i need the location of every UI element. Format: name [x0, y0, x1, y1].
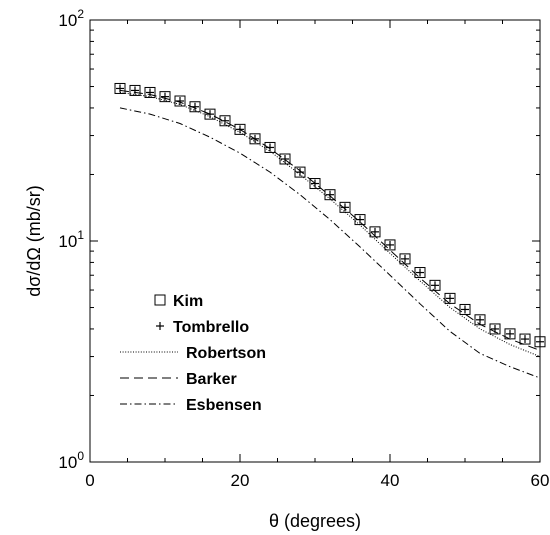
plot-frame — [89, 19, 541, 463]
kim-point — [444, 292, 456, 304]
legend-label-barker: Barker — [186, 371, 237, 388]
series-line-esbensen — [119, 107, 541, 379]
kim-point — [354, 214, 366, 226]
kim-point — [459, 303, 471, 315]
legend-label-tombrello: Tombrello — [173, 319, 249, 336]
kim-point — [174, 95, 186, 107]
kim-point — [159, 91, 171, 103]
kim-point — [504, 328, 516, 340]
kim-point — [369, 226, 381, 238]
x-axis-label: θ (degrees) — [269, 511, 361, 531]
y-tick-label: 100 — [58, 449, 84, 472]
kim-point — [129, 84, 141, 96]
y-tick-label-base: 10 — [58, 453, 77, 472]
kim-point — [399, 253, 411, 265]
x-tick-label: 40 — [381, 471, 400, 490]
kim-point — [144, 86, 156, 98]
legend-label-esbensen: Esbensen — [186, 397, 262, 414]
kim-point — [189, 101, 201, 113]
y-tick-label-exponent: 1 — [77, 228, 84, 242]
kim-point — [324, 189, 336, 201]
kim-point — [279, 153, 291, 165]
legend-label-robertson: Robertson — [186, 345, 266, 362]
kim-point — [489, 323, 501, 335]
kim-point — [384, 239, 396, 251]
y-tick-label-base: 10 — [58, 232, 77, 251]
kim-point — [114, 82, 126, 94]
x-tick-label: 60 — [531, 471, 550, 490]
kim-point — [339, 201, 351, 213]
series-line-robertson — [119, 92, 541, 358]
x-tick-label: 20 — [231, 471, 250, 490]
kim-point — [429, 279, 441, 291]
kim-point — [519, 333, 531, 345]
kim-point — [414, 267, 426, 279]
series-line-barker — [119, 89, 541, 351]
x-tick-label: 0 — [85, 471, 94, 490]
legend-label-kim: Kim — [173, 293, 203, 310]
y-tick-label-base: 10 — [58, 11, 77, 30]
kim-point — [234, 123, 246, 135]
kim-point — [204, 108, 216, 120]
y-tick-label-exponent: 2 — [77, 7, 84, 21]
kim-point — [219, 115, 231, 127]
y-tick-label-exponent: 0 — [77, 449, 84, 463]
y-tick-label: 101 — [58, 228, 84, 251]
kim-point — [249, 133, 261, 145]
kim-point — [294, 166, 306, 178]
y-tick-label: 102 — [58, 7, 84, 30]
kim-point — [309, 178, 321, 190]
kim-point — [474, 314, 486, 326]
legend-swatch-kim — [154, 294, 166, 306]
y-axis-label: dσ/dΩ (mb/sr) — [24, 185, 44, 297]
kim-point — [264, 141, 276, 153]
kim-point — [534, 336, 546, 348]
